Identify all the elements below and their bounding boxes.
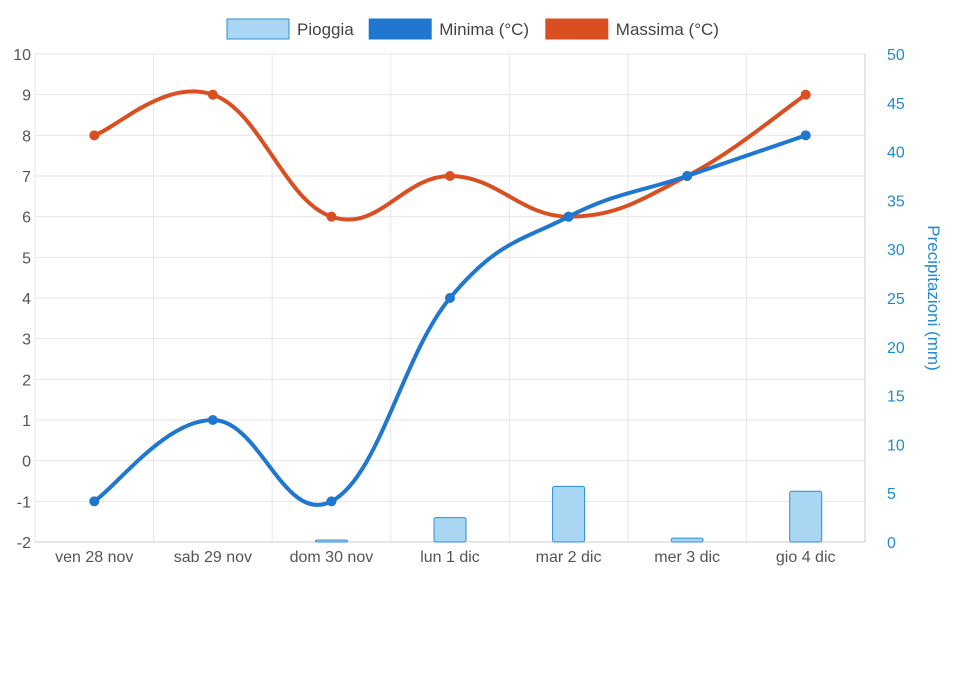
min-temp-point <box>326 496 337 507</box>
y-right-tick-label: 15 <box>887 389 905 406</box>
x-tick-label: gio 4 dic <box>776 549 836 566</box>
y-right-tick-label: 50 <box>887 47 905 64</box>
y-right-tick-label: 0 <box>887 535 896 552</box>
legend-label: Massima (°C) <box>616 20 719 39</box>
rain-bar <box>433 517 467 543</box>
max-temp-point <box>89 130 100 141</box>
rain-bar <box>314 539 348 543</box>
x-tick-label: mar 2 dic <box>536 549 602 566</box>
x-tick-label: mer 3 dic <box>654 549 720 566</box>
min-temp-line <box>92 133 808 507</box>
min-temp-point <box>89 496 100 507</box>
y-left-tick-label: 3 <box>22 332 31 349</box>
y-right-tick-label: 5 <box>887 486 896 503</box>
max-temp-point <box>326 211 337 222</box>
y-right-tick-label: 35 <box>887 193 905 210</box>
legend-swatch <box>368 18 432 40</box>
min-temp-point <box>445 293 455 303</box>
y-left-tick-label: 4 <box>22 291 31 308</box>
y-left-tick-label: 8 <box>22 128 31 145</box>
min-temp-point <box>682 171 693 181</box>
legend-swatch <box>226 18 290 40</box>
max-temp-point <box>800 89 811 100</box>
rain-bar <box>789 490 823 543</box>
x-tick-label: sab 29 nov <box>174 549 252 566</box>
legend-swatch <box>545 18 609 40</box>
y-right-tick-label: 25 <box>887 291 905 308</box>
max-temp-line <box>92 89 808 222</box>
y-left-tick-label: 9 <box>22 88 31 105</box>
y-right-tick-label: 10 <box>887 437 905 454</box>
y-left-tick-label: 10 <box>13 47 31 64</box>
y-right-tick-label: 40 <box>887 145 905 162</box>
rain-bar <box>670 537 704 543</box>
y-left-tick-label: 1 <box>22 413 31 430</box>
y-left-tick-label: 0 <box>22 454 31 471</box>
legend-label: Pioggia <box>297 20 354 39</box>
x-tick-label: ven 28 nov <box>55 549 133 566</box>
y-left-tick-label: 5 <box>22 250 31 267</box>
x-tick-label: lun 1 dic <box>420 549 480 566</box>
y-right-tick-label: 20 <box>887 340 905 357</box>
max-temp-point <box>445 171 455 181</box>
y-left-tick-label: -1 <box>17 494 31 511</box>
min-temp-point <box>800 130 811 141</box>
y-right-axis-title: Precipitazioni (mm) <box>924 225 943 370</box>
min-temp-point <box>563 211 574 222</box>
legend-label: Minima (°C) <box>439 20 529 39</box>
min-temp-point <box>207 415 218 425</box>
y-left-tick-label: 6 <box>22 210 31 227</box>
rain-bar <box>552 485 586 543</box>
y-left-tick-label: 7 <box>22 169 31 186</box>
y-right-tick-label: 30 <box>887 242 905 259</box>
y-left-tick-label: -2 <box>17 535 31 552</box>
x-tick-label: dom 30 nov <box>290 549 374 566</box>
max-temp-point <box>207 89 218 100</box>
y-right-tick-label: 45 <box>887 96 905 113</box>
y-left-tick-label: 2 <box>22 372 31 389</box>
